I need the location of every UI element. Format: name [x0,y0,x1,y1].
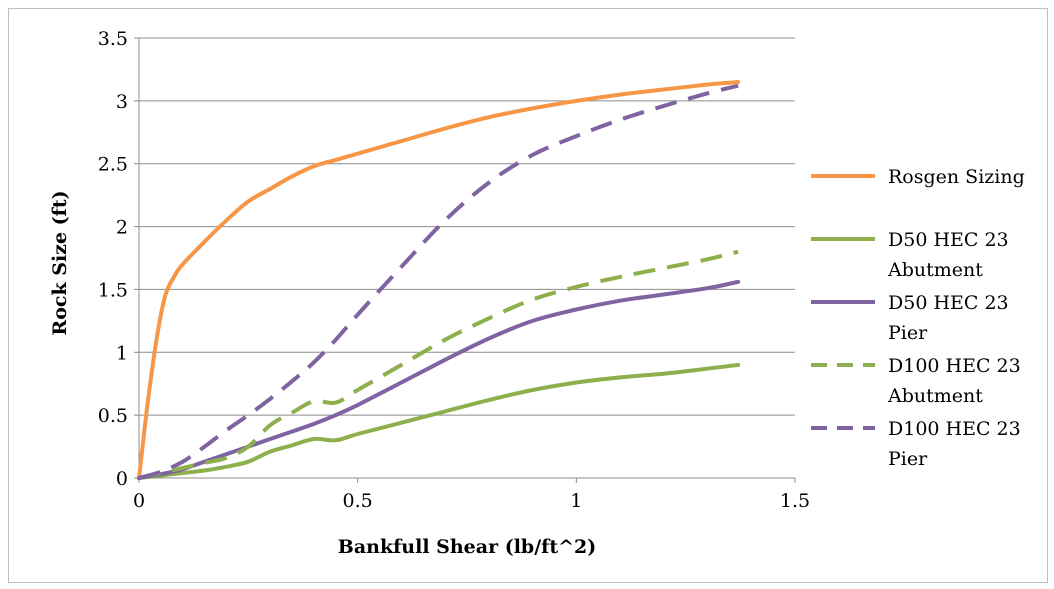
series-line-rosgen-sizing [137,80,741,480]
legend-label: D100 HEC 23 [888,355,1021,377]
legend-label: D100 HEC 23 [888,418,1021,440]
chart-area-border [8,8,1048,583]
y-tick-label: 0 [116,468,128,490]
y-tick-label: 2 [116,217,128,239]
tick-labels: 0 0.5 1 1.5 2 2.5 3 3.5 0 0.5 1 1.5 [98,28,810,512]
axes [134,37,796,483]
series-line-d100-hec-23-pier [138,83,739,480]
legend-label: Rosgen Sizing [888,166,1025,188]
legend-label: Abutment [887,385,983,407]
y-tick-label: 3.5 [98,28,128,50]
legend-item-d100-hec-23-pier: D100 HEC 23 Pier [811,418,1021,470]
legend-label: Pier [888,322,928,344]
legend-label: D50 HEC 23 [888,292,1009,314]
y-tick-label: 0.5 [98,405,128,427]
y-tick-label: 2.5 [98,154,128,176]
legend-item-rosgen-sizing: Rosgen Sizing [811,166,1025,188]
legend-item-d50-hec-23-abutment: D50 HEC 23 Abutment [811,229,1009,281]
series-line-d50-hec-23-abutment [137,362,741,480]
x-axis-title: Bankfull Shear (lb/ft^2) [338,536,596,558]
series-layer [137,80,741,480]
legend-label: D50 HEC 23 [888,229,1009,251]
x-tick-label: 0.5 [343,490,373,512]
x-tick-label: 1 [570,490,582,512]
y-tick-label: 1 [116,342,128,364]
legend-item-d100-hec-23-abutment: D100 HEC 23 Abutment [811,355,1021,407]
x-tick-label: 1.5 [780,490,810,512]
chart-container: 0 0.5 1 1.5 2 2.5 3 3.5 0 0.5 1 1.5 Bankfull Shear … [8,8,1048,583]
x-tick-label: 0 [133,490,145,512]
y-tick-label: 3 [116,91,128,113]
legend-label: Abutment [887,259,983,281]
series-line-d100-hec-23-abutment [138,249,739,480]
gridlines [139,37,795,416]
y-tick-label: 1.5 [98,279,128,301]
legend-label: Pier [888,448,928,470]
legend-item-d50-hec-23-pier: D50 HEC 23 Pier [811,292,1009,344]
line-chart: 0 0.5 1 1.5 2 2.5 3 3.5 0 0.5 1 1.5 Bankfull Shear … [8,8,1048,583]
y-axis-title: Rock Size (ft) [49,190,71,335]
